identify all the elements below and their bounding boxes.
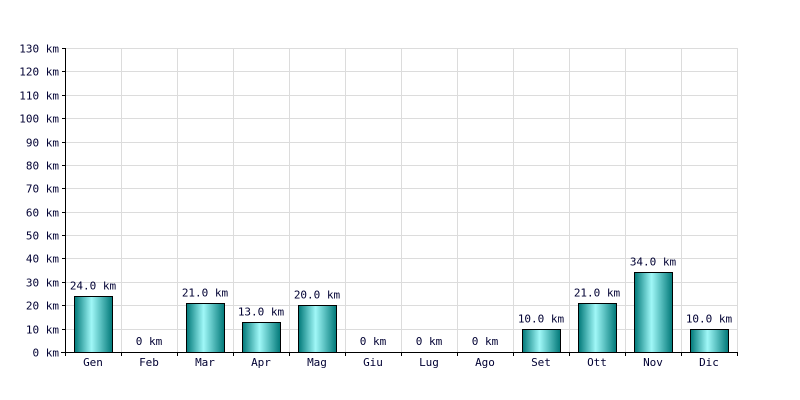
y-tick-label: 30 km	[26, 277, 59, 290]
x-tick-labels: Gen Feb Mar Apr Mag Giu Lug Ago Set Ott Nov Dic	[83, 356, 719, 369]
data-label: 0 km	[360, 335, 387, 348]
bar-mag	[298, 305, 337, 353]
data-label: 0 km	[136, 335, 163, 348]
data-label: 34.0 km	[630, 256, 677, 269]
bar-dic	[690, 329, 729, 353]
y-tick-label: 0 km	[33, 347, 60, 360]
data-label: 21.0 km	[182, 287, 229, 300]
bar-ott	[578, 303, 617, 353]
x-tick-label: Giu	[363, 356, 383, 369]
y-tick-label: 20 km	[26, 300, 59, 313]
data-label: 0 km	[416, 335, 443, 348]
x-tick-label: Ago	[475, 356, 495, 369]
x-tick-label: Nov	[643, 356, 663, 369]
x-tick-label: Gen	[83, 356, 103, 369]
y-tick-labels: 0 km 10 km 20 km 30 km 40 km 50 km 60 km 70 km 8…	[19, 43, 59, 360]
x-tick-label: Dic	[699, 356, 719, 369]
x-tick-label: Lug	[419, 356, 439, 369]
y-tick-label: 80 km	[26, 160, 59, 173]
data-label: 10.0 km	[686, 313, 733, 326]
y-tick-label: 70 km	[26, 183, 59, 196]
data-label: 21.0 km	[574, 287, 621, 300]
data-labels: 24.0 km 0 km 21.0 km 13.0 km 20.0 km 0 km 0 km…	[70, 256, 733, 349]
x-tick-label: Set	[531, 356, 551, 369]
y-tick-label: 120 km	[19, 66, 59, 79]
y-tick-label: 50 km	[26, 230, 59, 243]
x-tick-label: Mag	[307, 356, 327, 369]
y-tick-label: 100 km	[19, 113, 59, 126]
data-label: 0 km	[472, 335, 499, 348]
x-tick-label: Mar	[195, 356, 215, 369]
x-tick-label: Apr	[251, 356, 271, 369]
grid-lines	[65, 48, 738, 353]
bar-set	[522, 329, 561, 353]
y-tick-label: 90 km	[26, 137, 59, 150]
data-label: 24.0 km	[70, 280, 117, 293]
y-tick-label: 60 km	[26, 207, 59, 220]
x-tick-label: Feb	[139, 356, 159, 369]
axes	[61, 48, 738, 356]
bar-nov	[634, 272, 673, 353]
data-label: 10.0 km	[518, 313, 565, 326]
data-label: 20.0 km	[294, 289, 341, 302]
y-tick-label: 130 km	[19, 43, 59, 56]
bar-mar	[186, 303, 225, 353]
y-tick-label: 110 km	[19, 90, 59, 103]
y-tick-label: 10 km	[26, 324, 59, 337]
data-label: 13.0 km	[238, 306, 285, 319]
bar-gen	[74, 296, 113, 353]
x-tick-label: Ott	[587, 356, 607, 369]
y-tick-label: 40 km	[26, 253, 59, 266]
bar-apr	[242, 322, 281, 353]
